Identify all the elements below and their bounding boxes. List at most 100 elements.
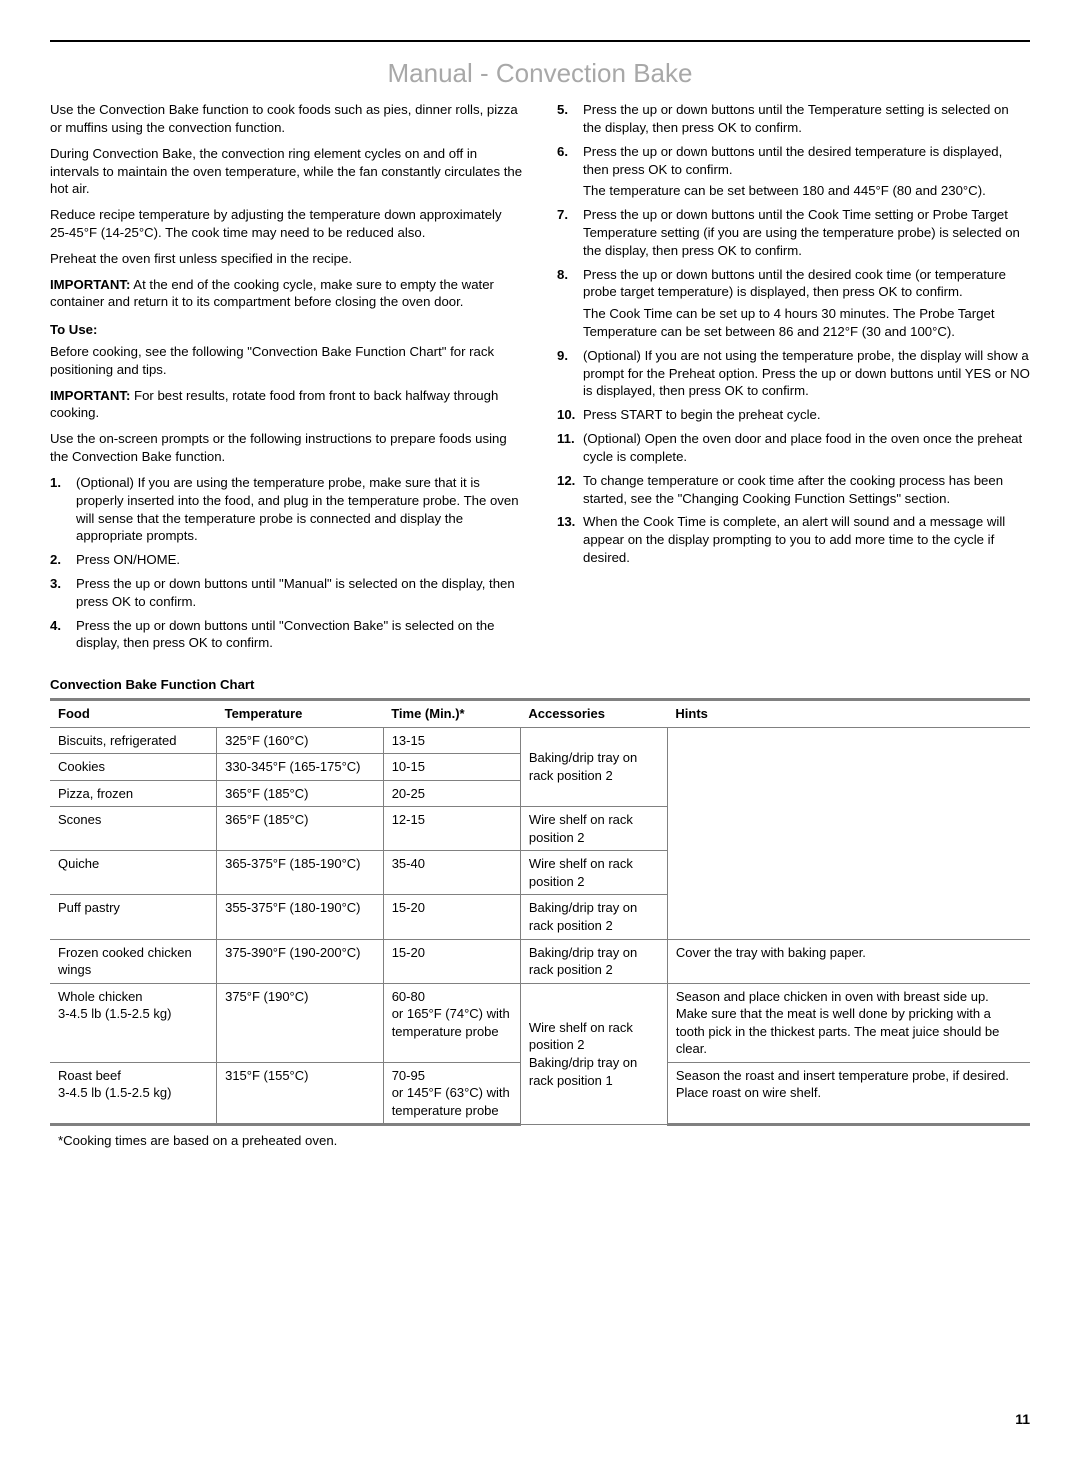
cell-acc: Baking/drip tray on rack position 2 <box>520 939 667 983</box>
col-food: Food <box>50 700 217 728</box>
step-num: 1. <box>50 474 70 545</box>
cell-food: Scones <box>50 807 217 851</box>
cell-time: 20-25 <box>383 780 520 807</box>
content-columns: Use the Convection Bake function to cook… <box>50 101 1030 658</box>
step-text: When the Cook Time is complete, an alert… <box>583 513 1030 566</box>
step-text: To change temperature or cook time after… <box>583 472 1030 508</box>
cell-hint: Season and place chicken in oven with br… <box>667 983 1030 1062</box>
step-5: 5.Press the up or down buttons until the… <box>557 101 1030 137</box>
cell-acc: Baking/drip tray on rack position 2 <box>520 727 667 807</box>
cell-food: Quiche <box>50 851 217 895</box>
intro-p3: Reduce recipe temperature by adjusting t… <box>50 206 523 242</box>
table-row: Whole chicken 3-4.5 lb (1.5-2.5 kg) 375°… <box>50 983 1030 1062</box>
step-num: 13. <box>557 513 577 566</box>
left-column: Use the Convection Bake function to cook… <box>50 101 523 658</box>
cell-temp: 315°F (155°C) <box>217 1062 384 1125</box>
step-sub: The Cook Time can be set up to 4 hours 3… <box>583 305 1030 341</box>
step-text: Press START to begin the preheat cycle. <box>583 406 1030 424</box>
col-hints: Hints <box>667 700 1030 728</box>
col-time: Time (Min.)* <box>383 700 520 728</box>
step-6: 6.Press the up or down buttons until the… <box>557 143 1030 200</box>
step-text: Press ON/HOME. <box>76 551 523 569</box>
step-text: (Optional) Open the oven door and place … <box>583 430 1030 466</box>
step-num: 2. <box>50 551 70 569</box>
top-rule <box>50 40 1030 42</box>
step-main: Press the up or down buttons until the d… <box>583 267 1006 300</box>
intro-p4: Preheat the oven first unless specified … <box>50 250 523 268</box>
cell-acc: Baking/drip tray on rack position 2 <box>520 895 667 939</box>
to-use-p1: Before cooking, see the following "Conve… <box>50 343 523 379</box>
cell-food: Puff pastry <box>50 895 217 939</box>
page-number: 11 <box>50 1410 1030 1429</box>
cell-temp: 375°F (190°C) <box>217 983 384 1062</box>
cell-time: 13-15 <box>383 727 520 754</box>
step-text: Press the up or down buttons until the d… <box>583 143 1030 200</box>
step-sub: The temperature can be set between 180 a… <box>583 182 1030 200</box>
step-4: 4.Press the up or down buttons until "Co… <box>50 617 523 653</box>
table-row: Frozen cooked chicken wings 375-390°F (1… <box>50 939 1030 983</box>
cell-temp: 330-345°F (165-175°C) <box>217 754 384 781</box>
step-num: 9. <box>557 347 577 400</box>
step-text: Press the up or down buttons until "Manu… <box>76 575 523 611</box>
chart-title: Convection Bake Function Chart <box>50 676 1030 694</box>
table-row: Biscuits, refrigerated 325°F (160°C) 13-… <box>50 727 1030 754</box>
cell-food: Whole chicken 3-4.5 lb (1.5-2.5 kg) <box>50 983 217 1062</box>
to-use-important: IMPORTANT: For best results, rotate food… <box>50 387 523 423</box>
important-label-2: IMPORTANT: <box>50 388 130 403</box>
table-header-row: Food Temperature Time (Min.)* Accessorie… <box>50 700 1030 728</box>
cell-hint: Season the roast and insert temperature … <box>667 1062 1030 1125</box>
step-13: 13. When the Cook Time is complete, an al… <box>557 513 1030 566</box>
step-main: Press the up or down buttons until the d… <box>583 144 1002 177</box>
right-column: 5.Press the up or down buttons until the… <box>557 101 1030 658</box>
step-2: 2. Press ON/HOME. <box>50 551 523 569</box>
step-9: 9.(Optional) If you are not using the te… <box>557 347 1030 400</box>
cell-temp: 375-390°F (190-200°C) <box>217 939 384 983</box>
cell-acc: Wire shelf on rack position 2 <box>520 851 667 895</box>
steps-right: 5.Press the up or down buttons until the… <box>557 101 1030 567</box>
step-num: 7. <box>557 206 577 259</box>
cell-hint: Cover the tray with baking paper. <box>667 939 1030 983</box>
col-temperature: Temperature <box>217 700 384 728</box>
cell-time: 12-15 <box>383 807 520 851</box>
to-use-p2: Use the on-screen prompts or the followi… <box>50 430 523 466</box>
step-text: (Optional) If you are not using the temp… <box>583 347 1030 400</box>
step-8: 8.Press the up or down buttons until the… <box>557 266 1030 341</box>
step-text: Press the up or down buttons until the d… <box>583 266 1030 341</box>
cell-temp: 365-375°F (185-190°C) <box>217 851 384 895</box>
intro-p1: Use the Convection Bake function to cook… <box>50 101 523 137</box>
cell-time: 60-80 or 165°F (74°C) with temperature p… <box>383 983 520 1062</box>
cell-time: 35-40 <box>383 851 520 895</box>
cell-time: 70-95 or 145°F (63°C) with temperature p… <box>383 1062 520 1125</box>
cell-food: Cookies <box>50 754 217 781</box>
cell-food: Biscuits, refrigerated <box>50 727 217 754</box>
step-text: Press the up or down buttons until the C… <box>583 206 1030 259</box>
cell-time: 15-20 <box>383 895 520 939</box>
important-label: IMPORTANT: <box>50 277 130 292</box>
col-accessories: Accessories <box>520 700 667 728</box>
cell-temp: 365°F (185°C) <box>217 780 384 807</box>
step-num: 6. <box>557 143 577 200</box>
cell-time: 15-20 <box>383 939 520 983</box>
chart-footnote: *Cooking times are based on a preheated … <box>50 1132 1030 1150</box>
step-num: 5. <box>557 101 577 137</box>
step-num: 4. <box>50 617 70 653</box>
cell-temp: 355-375°F (180-190°C) <box>217 895 384 939</box>
step-11: 11. (Optional) Open the oven door and pla… <box>557 430 1030 466</box>
steps-left: 1.(Optional) If you are using the temper… <box>50 474 523 652</box>
step-1: 1.(Optional) If you are using the temper… <box>50 474 523 545</box>
step-7: 7.Press the up or down buttons until the… <box>557 206 1030 259</box>
cell-acc: Wire shelf on rack position 2 Baking/dri… <box>520 983 667 1125</box>
step-num: 8. <box>557 266 577 341</box>
step-text: Press the up or down buttons until the T… <box>583 101 1030 137</box>
cell-hint <box>667 727 1030 939</box>
step-3: 3.Press the up or down buttons until "Ma… <box>50 575 523 611</box>
cell-food: Pizza, frozen <box>50 780 217 807</box>
function-chart-table: Food Temperature Time (Min.)* Accessorie… <box>50 698 1030 1126</box>
step-12: 12.To change temperature or cook time af… <box>557 472 1030 508</box>
step-num: 3. <box>50 575 70 611</box>
page-title: Manual - Convection Bake <box>50 56 1030 91</box>
cell-food: Frozen cooked chicken wings <box>50 939 217 983</box>
step-num: 11. <box>557 430 577 466</box>
intro-important: IMPORTANT: At the end of the cooking cyc… <box>50 276 523 312</box>
cell-food: Roast beef 3-4.5 lb (1.5-2.5 kg) <box>50 1062 217 1125</box>
